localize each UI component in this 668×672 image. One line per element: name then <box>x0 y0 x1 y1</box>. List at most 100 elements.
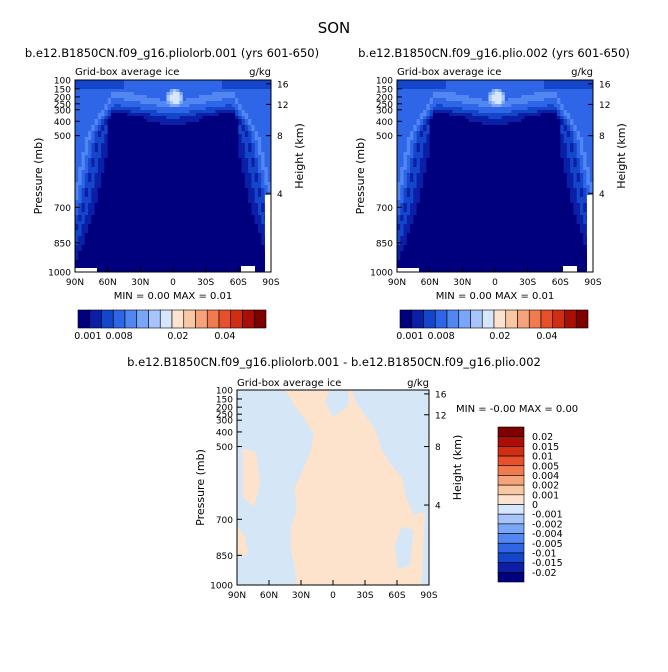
heatmap-cell <box>144 206 148 209</box>
heatmap-cell <box>212 173 216 176</box>
heatmap-cell <box>104 116 108 119</box>
heatmap-cell <box>114 101 118 104</box>
heatmap-cell <box>264 191 268 194</box>
heatmap-cell <box>95 143 99 146</box>
heatmap-cell <box>108 227 112 230</box>
heatmap-cell <box>193 257 197 260</box>
heatmap-cell <box>117 209 121 212</box>
heatmap-cell <box>199 266 203 269</box>
heatmap-cell <box>137 191 141 194</box>
heatmap-cell <box>88 110 92 113</box>
heatmap-cell <box>255 230 259 233</box>
heatmap-cell <box>163 119 167 122</box>
heatmap-cell <box>430 110 434 113</box>
heatmap-cell <box>163 137 167 140</box>
heatmap-cell <box>153 158 157 161</box>
heatmap-cell <box>124 206 128 209</box>
heatmap-cell <box>153 245 157 248</box>
heatmap-cell <box>202 104 206 107</box>
heatmap-cell <box>186 263 190 266</box>
heatmap-cell <box>153 86 157 89</box>
heatmap-cell <box>261 149 265 152</box>
heatmap-cell <box>521 104 525 107</box>
heatmap-cell <box>140 224 144 227</box>
heatmap-cell <box>173 221 177 224</box>
heatmap-cell <box>242 119 246 122</box>
heatmap-cell <box>82 182 86 185</box>
heatmap-cell <box>88 251 92 254</box>
heatmap-cell <box>202 80 206 83</box>
x-tick-label: 0 <box>170 278 176 288</box>
heatmap-cell <box>176 242 180 245</box>
heatmap-cell <box>248 197 252 200</box>
heatmap-cell <box>82 191 86 194</box>
heatmap-cell <box>85 260 89 263</box>
heatmap-cell <box>95 86 99 89</box>
heatmap-cell <box>127 197 131 200</box>
heatmap-cell <box>170 245 174 248</box>
heatmap-cell <box>140 170 144 173</box>
heatmap-cell <box>248 200 252 203</box>
heatmap-cell <box>82 164 86 167</box>
heatmap-cell <box>258 128 262 131</box>
heatmap-cell <box>101 155 105 158</box>
heatmap-cell <box>222 104 226 107</box>
heatmap-cell <box>199 158 203 161</box>
heatmap-cell <box>235 248 239 251</box>
heatmap-cell <box>160 113 164 116</box>
heatmap-cell <box>166 125 170 128</box>
heatmap-cell <box>537 119 541 122</box>
heatmap-cell <box>426 101 430 104</box>
heatmap-cell <box>264 188 268 191</box>
heatmap-cell <box>95 104 99 107</box>
heatmap-cell <box>225 113 229 116</box>
heatmap-cell <box>137 125 141 128</box>
heatmap-cell <box>209 98 213 101</box>
heatmap-cell <box>183 89 187 92</box>
heatmap-cell <box>238 152 242 155</box>
heatmap-cell <box>101 89 105 92</box>
heatmap-cell <box>157 185 161 188</box>
heatmap-cell <box>193 95 197 98</box>
heatmap-cell <box>251 263 255 266</box>
heatmap-cell <box>78 125 82 128</box>
heatmap-cell <box>212 80 216 83</box>
heatmap-cell <box>157 218 161 221</box>
heatmap-cell <box>82 131 86 134</box>
heatmap-cell <box>255 134 259 137</box>
heatmap-cell <box>534 116 538 119</box>
heatmap-cell <box>150 230 154 233</box>
heatmap-cell <box>426 80 430 83</box>
heatmap-cell <box>157 161 161 164</box>
heatmap-cell <box>95 113 99 116</box>
heatmap-cell <box>166 140 170 143</box>
heatmap-cell <box>488 92 492 95</box>
heatmap-cell <box>98 254 102 257</box>
heatmap-cell <box>212 152 216 155</box>
heatmap-cell <box>554 95 558 98</box>
heatmap-cell <box>166 218 170 221</box>
heatmap-cell <box>170 83 174 86</box>
heatmap-cell <box>511 95 515 98</box>
heatmap-cell <box>261 134 265 137</box>
heatmap-cell <box>121 212 125 215</box>
heatmap-cell <box>423 113 427 116</box>
heatmap-cell <box>586 113 590 116</box>
heatmap-cell <box>404 116 408 119</box>
heatmap-cell <box>95 170 99 173</box>
heatmap-cell <box>153 224 157 227</box>
heatmap-cell <box>215 80 219 83</box>
heatmap-cell <box>515 113 519 116</box>
heatmap-cell <box>134 116 138 119</box>
heatmap-cell <box>551 113 555 116</box>
heatmap-cell <box>508 116 512 119</box>
heatmap-cell <box>229 194 233 197</box>
heatmap-cell <box>557 89 561 92</box>
heatmap-cell <box>121 185 125 188</box>
heatmap-cell <box>245 116 249 119</box>
heatmap-cell <box>407 116 411 119</box>
heatmap-cell <box>261 227 265 230</box>
heatmap-cell <box>225 92 229 95</box>
heatmap-cell <box>502 131 506 134</box>
heatmap-cell <box>222 221 226 224</box>
